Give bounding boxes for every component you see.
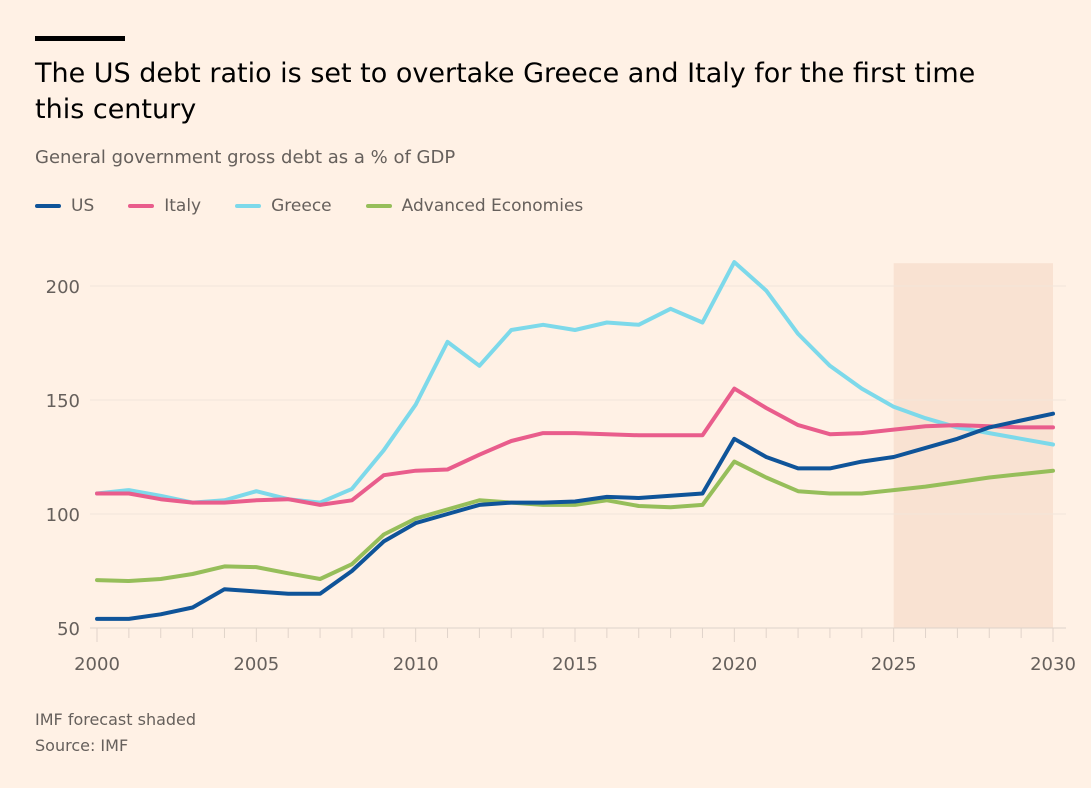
x-tick-label: 2015 bbox=[552, 654, 598, 675]
series-line-us bbox=[95, 411, 1055, 621]
x-tick-label: 2000 bbox=[74, 654, 120, 675]
legend-swatch bbox=[235, 204, 262, 208]
legend-item-advanced-economies: Advanced Economies bbox=[365, 196, 584, 216]
legend-swatch bbox=[365, 204, 392, 208]
x-tick-label: 2025 bbox=[871, 654, 917, 675]
source-note: Source: IMF bbox=[35, 736, 129, 755]
legend-swatch bbox=[128, 204, 155, 208]
legend-label: US bbox=[71, 196, 95, 216]
y-tick-label: 100 bbox=[46, 505, 80, 526]
y-tick-label: 50 bbox=[57, 619, 80, 640]
legend-swatch bbox=[35, 204, 61, 208]
series-line-greece bbox=[95, 260, 1055, 505]
y-tick-label: 200 bbox=[46, 277, 80, 298]
forecast-shade bbox=[893, 263, 1053, 628]
series-line-italy bbox=[95, 386, 1055, 507]
chart-title: The US debt ratio is set to overtake Gre… bbox=[35, 58, 976, 125]
legend: US Italy Greece Advanced Economies bbox=[35, 196, 583, 216]
legend-label: Greece bbox=[271, 196, 332, 216]
chart-subtitle: General government gross debt as a % of … bbox=[35, 147, 456, 168]
series-line-advanced-economies bbox=[95, 459, 1055, 583]
x-tick-label: 2005 bbox=[233, 654, 279, 675]
x-tick-label: 2010 bbox=[393, 654, 439, 675]
legend-label: Advanced Economies bbox=[401, 196, 584, 216]
x-tick-label: 2030 bbox=[1030, 654, 1076, 675]
x-tick-label: 2020 bbox=[711, 654, 757, 675]
y-tick-label: 150 bbox=[46, 391, 80, 412]
legend-label: Italy bbox=[164, 196, 202, 216]
forecast-note: IMF forecast shaded bbox=[35, 710, 197, 729]
legend-item-greece: Greece bbox=[235, 196, 332, 216]
legend-item-italy: Italy bbox=[128, 196, 201, 216]
brand-bar bbox=[35, 36, 125, 41]
legend-item-us: US bbox=[35, 196, 94, 216]
